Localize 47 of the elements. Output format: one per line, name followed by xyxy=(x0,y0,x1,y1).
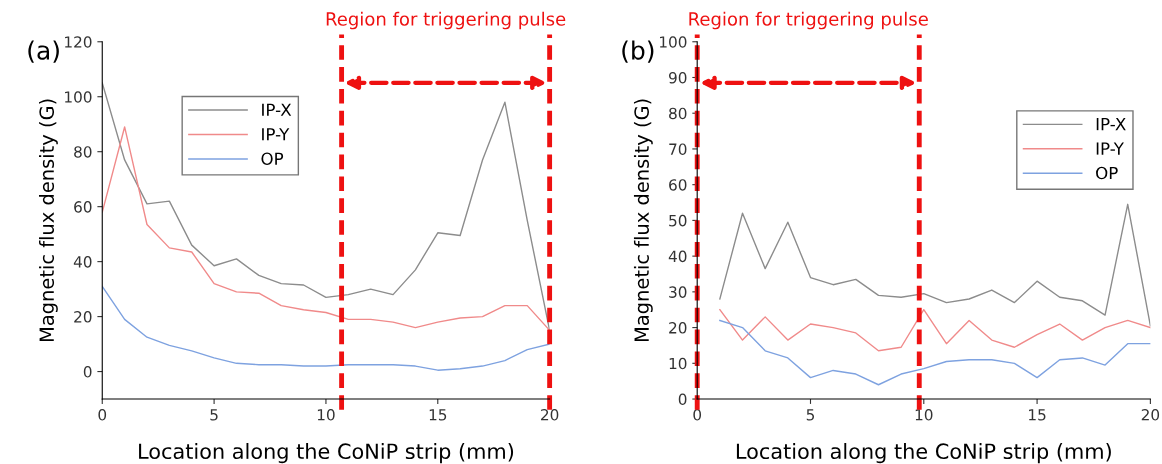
line-series xyxy=(719,319,1151,386)
y-tick-label: 30 xyxy=(669,286,687,298)
x-axis-title: Location along the CoNiP strip (mm) xyxy=(139,442,514,464)
x-tick-label: 20 xyxy=(1141,409,1160,421)
y-tick-label: 50 xyxy=(669,214,687,227)
text: Region for triggering pulse xyxy=(326,11,566,30)
y-tick-label: 0 xyxy=(83,366,92,378)
y-tick-label: 80 xyxy=(74,146,92,158)
y-tick-label: 40 xyxy=(73,256,92,268)
y-tick-label: 0 xyxy=(678,393,687,406)
line-series xyxy=(102,285,550,371)
y-tick-label: 20 xyxy=(74,311,92,323)
chart-title: (b) xyxy=(622,40,654,63)
y-tick-label: 60 xyxy=(669,179,687,191)
y-axis-title: Magnetic flux density (G) xyxy=(633,99,653,342)
y-tick-label: 100 xyxy=(659,36,687,48)
x-tick-label: 5 xyxy=(806,409,815,421)
chart-title: (a) xyxy=(28,40,59,63)
y-tick-label: 60 xyxy=(74,201,92,213)
line-series xyxy=(719,309,1151,352)
y-tick-label: 120 xyxy=(65,36,92,48)
legend-label: IP-X xyxy=(1096,118,1126,131)
legend-label: IP-Y xyxy=(1096,142,1124,155)
y-tick-label: 40 xyxy=(668,250,687,263)
text: Region for triggering pulse xyxy=(689,11,928,30)
x-tick-label: 0 xyxy=(98,409,107,421)
x-tick-label: 5 xyxy=(210,409,218,421)
y-tick-label: 100 xyxy=(65,91,92,103)
x-tick-label: 10 xyxy=(317,409,335,421)
legend-label: IP-X xyxy=(262,103,292,116)
line-series xyxy=(102,126,550,332)
x-tick-label: 20 xyxy=(541,409,559,421)
y-tick-label: 90 xyxy=(669,71,687,84)
x-axis-title: Location along the CoNiP strip (mm) xyxy=(736,442,1111,464)
y-tick-label: 20 xyxy=(669,322,687,334)
y-tick-label: 70 xyxy=(669,143,687,155)
legend-label: OP xyxy=(1096,166,1118,180)
y-tick-label: 80 xyxy=(669,107,687,120)
legend-label: OP xyxy=(261,152,284,166)
x-tick-label: 10 xyxy=(915,409,933,421)
x-tick-label: 15 xyxy=(1029,409,1046,421)
y-axis-title: Magnetic flux density (G) xyxy=(39,99,58,342)
x-tick-label: 15 xyxy=(429,409,447,421)
x-tick-label: 0 xyxy=(693,409,702,421)
legend-label: IP-Y xyxy=(262,128,290,141)
y-tick-label: 10 xyxy=(669,357,687,370)
line-series xyxy=(719,203,1151,327)
